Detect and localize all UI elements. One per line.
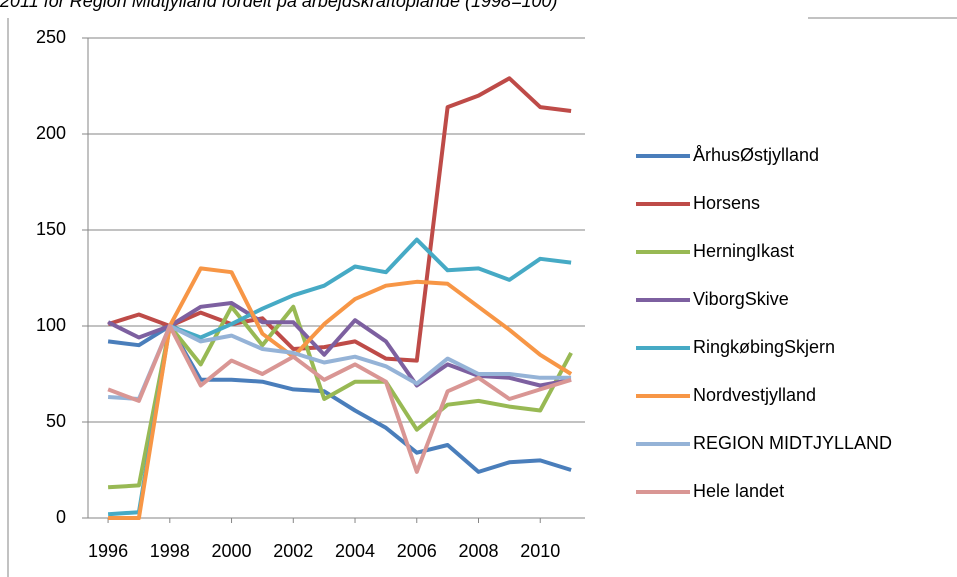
series-line	[107, 324, 572, 401]
x-tick-label: 2010	[520, 541, 560, 561]
y-tick-label: 250	[36, 27, 66, 47]
x-tick-label: 2004	[335, 541, 375, 561]
chart-title: 2011 for Region Midtjylland fordelt på a…	[0, 0, 558, 11]
legend-label: ÅrhusØstjylland	[693, 145, 819, 165]
x-tick-label: 1998	[150, 541, 190, 561]
legend-label: Horsens	[693, 193, 760, 213]
y-tick-label: 200	[36, 123, 66, 143]
series-line	[107, 301, 572, 388]
x-tick-label: 2002	[273, 541, 313, 561]
legend-label: HerningIkast	[693, 241, 794, 261]
legend-label: Nordvestjylland	[693, 385, 816, 405]
x-tick-label: 2000	[212, 541, 252, 561]
legend-label: ViborgSkive	[693, 289, 789, 309]
legend-label: REGION MIDTJYLLAND	[693, 433, 892, 453]
y-tick-label: 100	[36, 315, 66, 335]
legend-label: RingkøbingSkjern	[693, 337, 835, 357]
series-line	[107, 304, 573, 490]
x-tick-label: 2008	[458, 541, 498, 561]
series-line	[107, 324, 572, 474]
x-tick-label: 2006	[397, 541, 437, 561]
series-line	[108, 266, 573, 520]
series-line	[107, 324, 572, 474]
series-line	[107, 76, 572, 363]
y-tick-label: 50	[46, 411, 66, 431]
y-tick-label: 150	[36, 219, 66, 239]
chart-frame	[7, 17, 957, 577]
y-tick-label: 0	[56, 507, 66, 527]
legend-label: Hele landet	[693, 481, 784, 501]
x-tick-label: 1996	[88, 541, 128, 561]
